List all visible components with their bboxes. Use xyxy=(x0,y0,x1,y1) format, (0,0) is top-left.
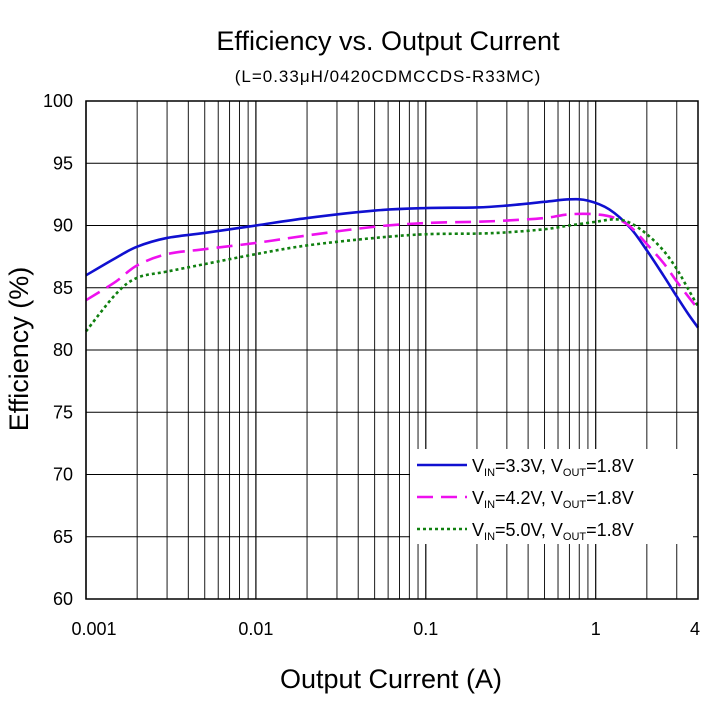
chart-title: Efficiency vs. Output Current xyxy=(216,26,560,56)
series-lines xyxy=(84,197,700,333)
y-tick-label: 75 xyxy=(53,402,73,422)
y-tick-label: 80 xyxy=(53,340,73,360)
series-vin-4v2-line xyxy=(85,212,700,310)
y-tick-label: 90 xyxy=(53,216,73,236)
y-tick-label: 85 xyxy=(53,278,73,298)
x-tick-label: 0.001 xyxy=(71,619,116,639)
chart-subtitle: (L=0.33μH/0420CDMCCDS-R33MC) xyxy=(235,67,542,86)
y-tick-label: 65 xyxy=(53,527,73,547)
x-axis-label: Output Current (A) xyxy=(280,664,502,694)
x-tick-label: 0.1 xyxy=(413,619,438,639)
legend: VIN=3.3V, VOUT=1.8V VIN=4.2V, VOUT=1.8V VI… xyxy=(410,449,693,544)
legend-label-series-vin-4v2: VIN=4.2V, VOUT=1.8V xyxy=(472,488,634,511)
y-axis-label: Efficiency (%) xyxy=(4,267,34,432)
x-axis-ticks: 0.001 0.01 0.1 1 4 xyxy=(71,619,700,639)
legend-label-series-vin-5v0: VIN=5.0V, VOUT=1.8V xyxy=(472,520,634,543)
y-tick-label: 100 xyxy=(43,91,73,111)
y-tick-label: 60 xyxy=(53,589,73,609)
x-tick-label: 4 xyxy=(690,619,700,639)
y-tick-label: 70 xyxy=(53,465,73,485)
x-tick-label: 1 xyxy=(591,619,601,639)
series-vin-5v0-line xyxy=(84,217,700,333)
y-axis-ticks: 60 65 70 75 80 85 90 95 100 xyxy=(43,91,73,609)
legend-label-series-vin-3v3: VIN=3.3V, VOUT=1.8V xyxy=(472,456,634,479)
series-vin-3v3-line xyxy=(85,197,700,329)
plot-frame xyxy=(85,100,699,600)
x-tick-label: 0.01 xyxy=(238,619,273,639)
y-tick-label: 95 xyxy=(53,153,73,173)
